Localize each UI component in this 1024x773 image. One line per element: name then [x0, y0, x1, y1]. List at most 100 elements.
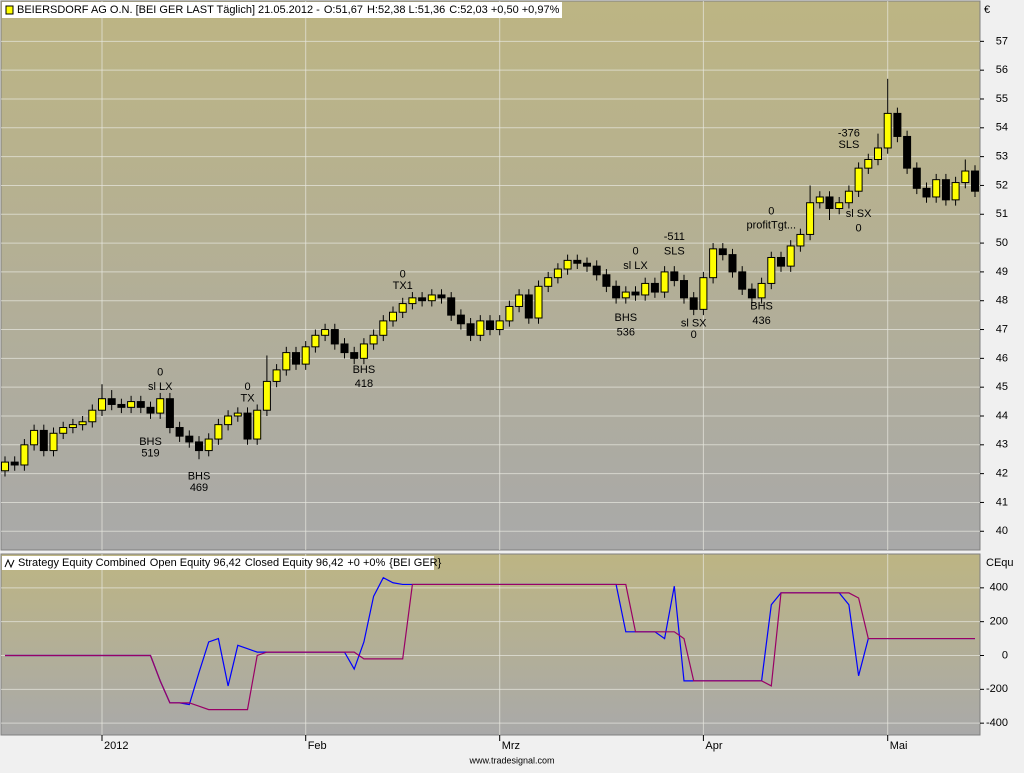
y-tick-label: 200	[990, 616, 1008, 628]
candle-body	[389, 311, 397, 322]
candle-body	[224, 415, 233, 426]
signal-label: BHS	[614, 312, 637, 324]
candle-body	[796, 233, 805, 247]
candle-body	[621, 291, 630, 299]
candle-body	[757, 282, 766, 299]
signal-label: 0	[856, 223, 862, 235]
candle-body	[883, 112, 892, 149]
quote-text: H:52,38 L:51,36	[367, 4, 445, 16]
candle-body	[874, 147, 882, 161]
y-tick-label: -200	[986, 683, 1008, 695]
y-tick-label: 42	[996, 468, 1008, 480]
candle-body	[631, 291, 640, 296]
signal-label: TX	[240, 393, 255, 405]
candle-body	[777, 256, 785, 267]
candle-body	[379, 320, 388, 336]
candle-body	[117, 403, 126, 408]
quote-text: O:51,67	[324, 4, 363, 16]
signal-label: sl LX	[148, 381, 173, 393]
y-tick-label: 40	[996, 525, 1008, 537]
y-tick-label: -400	[986, 717, 1008, 729]
candle-body	[903, 135, 912, 169]
candle-body	[292, 352, 300, 365]
y-tick-label: 400	[990, 582, 1008, 594]
candle-body	[321, 329, 330, 336]
candle-body	[495, 320, 504, 331]
candle-body	[136, 401, 145, 408]
candle-body	[670, 271, 679, 282]
signal-label: 0	[691, 329, 697, 341]
equity-line	[5, 583, 975, 711]
signal-label: 418	[355, 378, 373, 390]
candle-body	[350, 352, 359, 359]
candle-body	[854, 167, 863, 192]
candle-body	[204, 438, 213, 452]
candle-body	[466, 323, 475, 336]
candle-body	[602, 274, 611, 287]
y-unit: CEqu	[986, 557, 1014, 569]
candle-body	[747, 288, 756, 299]
legend-entry: Open Equity 96,42	[150, 557, 241, 569]
signal-label: SLS	[839, 139, 860, 151]
candle-body	[39, 429, 48, 452]
candle-body	[301, 346, 310, 365]
candle-body	[592, 265, 601, 276]
candle-body	[272, 369, 281, 382]
candle-body	[961, 170, 970, 184]
y-tick-label: 48	[996, 295, 1008, 307]
candle-body	[30, 429, 39, 446]
price-panel	[0, 0, 981, 551]
legend-extra: {BEI GER}	[389, 557, 441, 569]
y-tick-label: 44	[996, 410, 1008, 422]
y-tick-label: 45	[996, 381, 1008, 393]
candle-body	[650, 282, 659, 293]
x-tick-label: 2012	[104, 740, 128, 752]
candle-body	[68, 424, 77, 429]
signal-label: sl SX	[846, 208, 872, 220]
y-tick-label: 55	[996, 93, 1008, 105]
candle-body	[835, 202, 844, 209]
candle-body	[427, 294, 436, 302]
y-tick-label: 43	[996, 439, 1008, 451]
candle-body	[718, 248, 727, 256]
candle-body	[282, 352, 291, 371]
legend-extra: +0 +0%	[347, 557, 385, 569]
candle-body	[165, 398, 174, 429]
candle-body	[505, 305, 514, 322]
candle-body	[534, 285, 543, 319]
signal-label: BHS	[353, 364, 376, 376]
signal-label: TX1	[393, 280, 413, 292]
signal-label: 469	[190, 482, 208, 494]
y-tick-label: 54	[996, 122, 1008, 134]
legend-entry: Closed Equity 96,42	[245, 557, 343, 569]
y-tick-label: 47	[996, 323, 1008, 335]
candle-body	[738, 271, 747, 290]
y-tick-label: 49	[996, 266, 1008, 278]
y-unit: €	[984, 4, 990, 16]
candle-body	[612, 285, 621, 299]
candle-body	[359, 343, 368, 359]
candle-body	[922, 187, 931, 198]
candle-body	[330, 329, 339, 345]
candle-body	[767, 256, 776, 284]
signal-label: 0	[244, 381, 250, 393]
footer: www.tradesignal.com	[468, 755, 554, 765]
candle-body	[146, 406, 155, 414]
legend-icon	[5, 5, 14, 15]
candle-body	[408, 297, 417, 305]
candle-body	[912, 167, 921, 189]
x-tick-label: Feb	[308, 740, 327, 752]
y-tick-label: 57	[996, 35, 1008, 47]
candle-body	[175, 427, 184, 437]
candle-body	[243, 412, 252, 440]
candle-body	[563, 259, 572, 270]
candle-body	[825, 196, 834, 209]
x-tick-label: Mai	[890, 740, 908, 752]
candle-body	[107, 398, 116, 405]
signal-label: SLS	[664, 246, 685, 258]
signal-label: 436	[752, 315, 770, 327]
candle-body	[476, 320, 485, 336]
candle-body	[806, 202, 815, 235]
signal-label: -376	[838, 127, 860, 139]
